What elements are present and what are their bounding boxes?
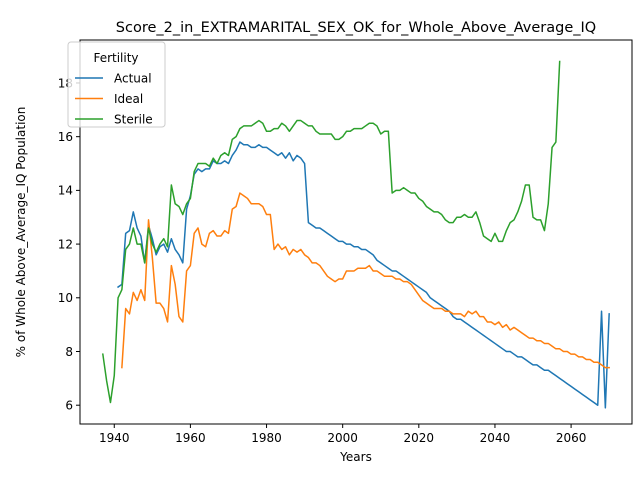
plot-frame [79, 39, 633, 425]
plot-area [101, 60, 610, 409]
x-axis-label: Years [339, 450, 372, 464]
legend-box [67, 41, 166, 128]
y-tick-label: 10 [58, 291, 73, 305]
series-line-ideal [121, 192, 610, 369]
x-tick-label: 2000 [327, 431, 358, 445]
legend-title: Fertility [93, 51, 138, 65]
x-tick-label: 2060 [556, 431, 587, 445]
y-tick-label: 16 [58, 130, 73, 144]
legend: Fertility Actual Ideal Sterile [67, 41, 166, 128]
legend-items: Actual Ideal Sterile [75, 71, 153, 126]
x-tick-label: 1980 [251, 431, 282, 445]
x-tick-label: 1940 [99, 431, 130, 445]
y-tick-label: 6 [65, 399, 73, 413]
y-tick-label: 14 [58, 184, 73, 198]
legend-label-ideal: Ideal [114, 92, 143, 106]
y-tick-label: 12 [58, 237, 73, 251]
chart-title: Score_2_in_EXTRAMARITAL_SEX_OK_for_Whole… [116, 20, 596, 36]
x-tick-label: 1960 [175, 431, 206, 445]
series-line-actual [117, 141, 610, 409]
y-axis-label: % of Whole Above_Average_IQ Population [14, 107, 28, 358]
series-line-sterile [101, 60, 561, 404]
legend-label-sterile: Sterile [114, 112, 153, 126]
x-axis: 1940 1960 1980 2000 2020 2040 2060 [99, 424, 586, 445]
y-tick-label: 8 [65, 345, 73, 359]
x-tick-label: 2040 [480, 431, 511, 445]
x-tick-label: 2020 [404, 431, 435, 445]
legend-label-actual: Actual [114, 71, 152, 85]
